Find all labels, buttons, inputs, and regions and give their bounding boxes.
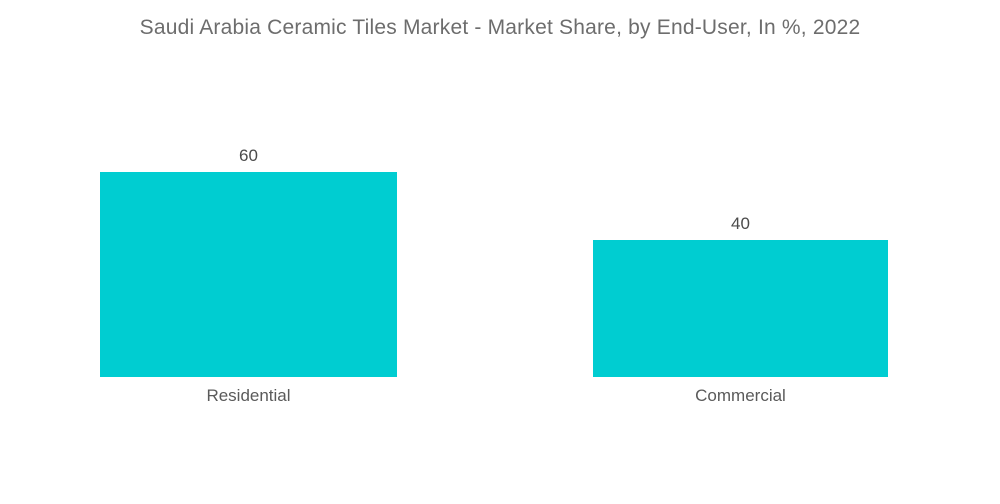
chart-title: Saudi Arabia Ceramic Tiles Market - Mark…: [139, 16, 861, 39]
category-label-residential: Residential: [206, 386, 291, 405]
bar-commercial: [593, 240, 888, 377]
bar-group-commercial: 40: [593, 214, 888, 377]
bar-group-residential: 60: [100, 146, 397, 377]
bar-residential: [100, 172, 397, 377]
value-label-residential: 60: [239, 146, 258, 165]
category-label-commercial: Commercial: [695, 386, 786, 405]
value-label-commercial: 40: [731, 214, 750, 233]
